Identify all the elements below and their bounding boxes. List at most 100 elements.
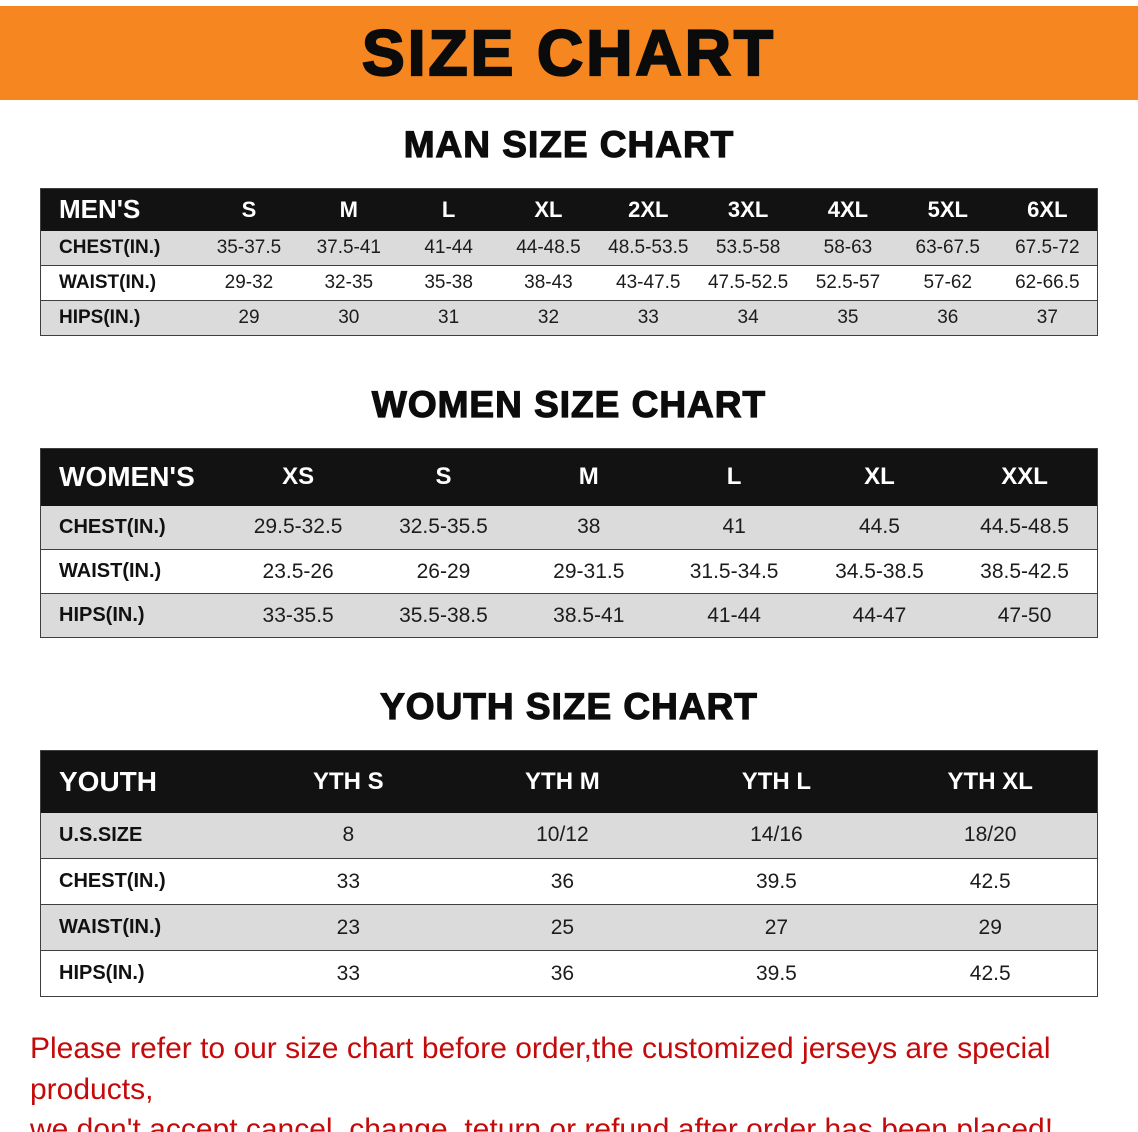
measurement-label: WAIST(IN.) xyxy=(59,916,162,938)
men-table-title: MEN'S xyxy=(40,188,200,231)
size-column-header: YTH L xyxy=(669,750,884,813)
disclaimer-line-2: we don't accept cancel, change, teturn o… xyxy=(30,1113,1054,1132)
measurement-value: 44-48.5 xyxy=(516,236,581,258)
measurement-row: U.S.SIZE 8 10/12 14/16 18/20 xyxy=(40,812,1098,859)
size-column-header: YTH S xyxy=(241,750,456,813)
measurement-value: 26-29 xyxy=(416,559,471,583)
measurement-value: 35 xyxy=(837,307,859,328)
size-column-header: YTH XL xyxy=(883,750,1098,813)
page-title: SIZE CHART xyxy=(361,16,776,90)
measurement-value: 38.5-42.5 xyxy=(980,559,1069,583)
measurement-value: 39.5 xyxy=(755,869,797,893)
measurement-value: 36 xyxy=(550,961,575,985)
measurement-label: HIPS(IN.) xyxy=(59,307,141,328)
measurement-value: 38-43 xyxy=(524,272,573,293)
measurement-value: 29.5-32.5 xyxy=(253,515,343,539)
measurement-row: CHEST(IN.) 35-37.5 37.5-41 41-44 44-48.5 48.5… xyxy=(40,230,1098,266)
size-section-women: WOMEN SIZE CHART WOMEN'S XS S M L XL XXL CHEST(I… xyxy=(0,383,1138,638)
measurement-value: 33 xyxy=(336,869,361,893)
size-column-header: 3XL xyxy=(698,188,799,231)
measurement-row: HIPS(IN.) 33 36 39.5 42.5 xyxy=(40,950,1098,997)
women-size-table: WOMEN'S XS S M L XL XXL CHEST(IN.) 29.5-32.5 32.5… xyxy=(40,448,1098,638)
banner: SIZE CHART xyxy=(0,6,1138,100)
measurement-value: 57-62 xyxy=(923,272,973,293)
measurement-value: 38 xyxy=(577,515,601,539)
measurement-label: HIPS(IN.) xyxy=(59,604,145,626)
measurement-value: 29 xyxy=(238,307,260,328)
measurement-value: 29 xyxy=(978,915,1002,939)
measurement-value: 23 xyxy=(336,915,361,939)
header-row: MEN'S S M L XL 2XL 3XL 4XL 5XL 6XL xyxy=(40,188,1098,231)
measurement-value: 44.5 xyxy=(859,515,900,539)
measurement-value: 31 xyxy=(438,307,460,328)
measurement-label: CHEST(IN.) xyxy=(59,870,166,892)
size-column-header: S xyxy=(370,448,517,506)
measurement-row: HIPS(IN.) 29 30 31 32 33 34 35 36 37 xyxy=(40,300,1098,336)
measurement-value: 37 xyxy=(1036,307,1058,328)
measurement-value: 14/16 xyxy=(750,823,803,847)
size-column-header: YTH M xyxy=(455,750,670,813)
measurement-value: 36 xyxy=(550,869,575,893)
measurement-value: 41 xyxy=(722,515,746,539)
measurement-value: 34.5-38.5 xyxy=(835,559,924,583)
measurement-value: 23.5-26 xyxy=(262,559,334,583)
measurement-value: 53.5-58 xyxy=(715,236,781,258)
measurement-value: 41-44 xyxy=(424,236,473,258)
size-column-header: M xyxy=(516,448,662,506)
measurement-row: HIPS(IN.) 33-35.5 35.5-38.5 38.5-41 41-44 44-… xyxy=(40,593,1098,638)
men-size-table: MEN'S S M L XL 2XL 3XL 4XL 5XL 6XL CHEST(IN.) 35-37… xyxy=(40,188,1098,336)
measurement-value: 25 xyxy=(550,915,575,939)
measurement-label: U.S.SIZE xyxy=(59,823,143,846)
measurement-value: 39.5 xyxy=(755,961,797,985)
measurement-value: 32.5-35.5 xyxy=(399,515,488,539)
header-row: WOMEN'S XS S M L XL XXL xyxy=(40,448,1098,506)
size-column-header: XL xyxy=(806,448,953,506)
size-column-header: 6XL xyxy=(997,188,1098,231)
measurement-value: 30 xyxy=(338,307,360,328)
header-row: YOUTH YTH S YTH M YTH L YTH XL xyxy=(40,750,1098,813)
measurement-value: 33 xyxy=(336,961,361,985)
size-section-men: MAN SIZE CHART MEN'S S M L XL 2XL 3XL 4XL 5XL 6XL C… xyxy=(0,123,1138,336)
measurement-label: CHEST(IN.) xyxy=(59,236,161,258)
women-table-title: WOMEN'S xyxy=(40,448,226,506)
size-column-header: L xyxy=(398,188,499,231)
measurement-row: CHEST(IN.) 29.5-32.5 32.5-35.5 38 41 44.5 44.5… xyxy=(40,505,1098,550)
measurement-value: 37.5-41 xyxy=(316,236,382,258)
size-column-header: L xyxy=(661,448,807,506)
measurement-value: 31.5-34.5 xyxy=(689,559,779,583)
measurement-value: 29-31.5 xyxy=(553,559,625,583)
size-column-header: M xyxy=(298,188,399,231)
size-column-header: 5XL xyxy=(897,188,998,231)
measurement-value: 27 xyxy=(764,915,789,939)
section-heading-women: WOMEN SIZE CHART xyxy=(371,383,767,425)
section-heading-men: MAN SIZE CHART xyxy=(403,123,735,165)
measurement-value: 62-66.5 xyxy=(1015,272,1080,293)
measurement-value: 43-47.5 xyxy=(616,272,681,293)
measurement-value: 33-35.5 xyxy=(262,603,334,627)
measurement-value: 41-44 xyxy=(707,603,761,627)
measurement-row: WAIST(IN.) 23 25 27 29 xyxy=(40,904,1098,951)
measurement-value: 29-32 xyxy=(224,272,274,293)
measurement-value: 34 xyxy=(737,307,759,328)
measurement-value: 10/12 xyxy=(536,823,589,847)
measurement-value: 67.5-72 xyxy=(1015,236,1080,258)
measurement-label: CHEST(IN.) xyxy=(59,515,166,538)
size-column-header: 4XL xyxy=(798,188,898,231)
measurement-value: 38.5-41 xyxy=(553,603,625,627)
measurement-label: WAIST(IN.) xyxy=(59,272,157,293)
measurement-label: HIPS(IN.) xyxy=(59,962,145,984)
size-column-header: XXL xyxy=(952,448,1098,506)
measurement-value: 44.5-48.5 xyxy=(980,515,1069,539)
size-column-header: XL xyxy=(498,188,599,231)
measurement-value: 32 xyxy=(537,307,560,328)
size-column-header: XS xyxy=(225,448,371,506)
disclaimer-line-1: Please refer to our size chart before or… xyxy=(30,1032,1051,1106)
size-section-youth: YOUTH SIZE CHART YOUTH YTH S YTH M YTH L YTH … xyxy=(0,685,1138,997)
measurement-value: 42.5 xyxy=(969,869,1011,893)
measurement-value: 8 xyxy=(342,823,355,847)
measurement-value: 63-67.5 xyxy=(915,236,980,258)
measurement-value: 35.5-38.5 xyxy=(399,603,488,627)
measurement-value: 52.5-57 xyxy=(815,272,881,293)
measurement-row: WAIST(IN.) 29-32 32-35 35-38 38-43 43-47.5 47.… xyxy=(40,265,1098,301)
